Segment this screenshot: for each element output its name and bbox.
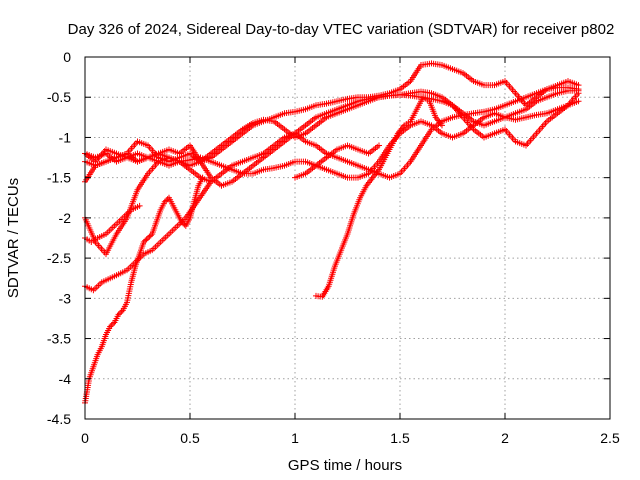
y-tick-label: -4.5	[47, 411, 71, 427]
series-markers	[82, 202, 143, 246]
y-tick-label: -0.5	[47, 89, 71, 105]
x-tick-label: 0.5	[180, 430, 200, 446]
x-tick-label: 1	[291, 430, 299, 446]
axis-ticks: 0 0.5 1 1.5 2 2.5 0 -0.5 -1 -1.5 -2 -2.5 -3 -3.5 -4 -4.…	[47, 49, 620, 446]
series-markers	[313, 94, 445, 300]
y-tick-label: -1	[59, 129, 72, 145]
series-sat-i	[313, 94, 445, 300]
x-tick-label: 1.5	[390, 430, 410, 446]
y-tick-label: 0	[63, 49, 71, 65]
series-markers	[82, 174, 206, 406]
series-markers	[292, 142, 382, 181]
y-tick-label: -3	[59, 290, 72, 306]
x-axis-label: GPS time / hours	[288, 457, 402, 474]
series-markers	[82, 60, 582, 165]
y-tick-label: -3.5	[47, 331, 71, 347]
series-sat-a	[82, 60, 582, 165]
y-tick-label: -4	[59, 371, 72, 387]
y-tick-label: -2	[59, 210, 72, 226]
y-tick-label: -1.5	[47, 170, 71, 186]
series-sat-f	[82, 202, 143, 246]
chart-title: Day 326 of 2024, Sidereal Day-to-day VTE…	[68, 21, 615, 38]
series-sat-h	[82, 174, 206, 406]
x-tick-label: 0	[81, 430, 89, 446]
x-tick-label: 2	[501, 430, 509, 446]
x-tick-label: 2.5	[600, 430, 620, 446]
y-axis-label: SDTVAR / TECUs	[5, 178, 22, 298]
plot-frame	[84, 56, 611, 420]
y-tick-label: -2.5	[47, 250, 71, 266]
data-markers	[82, 60, 582, 406]
series-sat-j	[292, 142, 382, 181]
